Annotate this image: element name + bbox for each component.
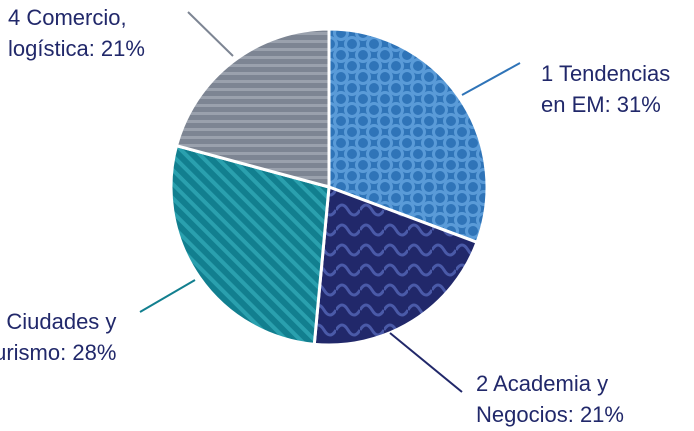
slice-label-4-line-2: logística: 21% <box>8 36 145 61</box>
pie-slice-1 <box>327 27 489 244</box>
slice-label-1-line-2: en EM: 31% <box>541 92 661 117</box>
pie-slice-3 <box>169 144 331 346</box>
slice-label-3: 3 Ciudades y turismo: 28% <box>0 309 116 365</box>
slice-label-3-line-1: 3 Ciudades y <box>0 309 116 334</box>
slice-label-2-line-1: 2 Academia y <box>476 371 608 396</box>
slice-label-1: 1 Tendencias en EM: 31% <box>541 61 670 117</box>
leader-line-3 <box>139 279 196 313</box>
slice-label-4-line-1: 4 Comercio, <box>8 5 127 30</box>
leader-line-1 <box>461 62 521 96</box>
pie-slice-4 <box>174 27 331 189</box>
leader-line-4 <box>187 11 234 57</box>
slice-label-3-line-2: turismo: 28% <box>0 340 116 365</box>
slice-label-2-line-2: Negocios: 21% <box>476 402 624 427</box>
pie-slice-2 <box>312 185 479 347</box>
slice-label-2: 2 Academia y Negocios: 21% <box>476 371 624 427</box>
slice-label-1-line-1: 1 Tendencias <box>541 61 670 86</box>
slice-label-4: 4 Comercio, logística: 21% <box>8 5 145 61</box>
leader-line-2 <box>389 332 463 393</box>
